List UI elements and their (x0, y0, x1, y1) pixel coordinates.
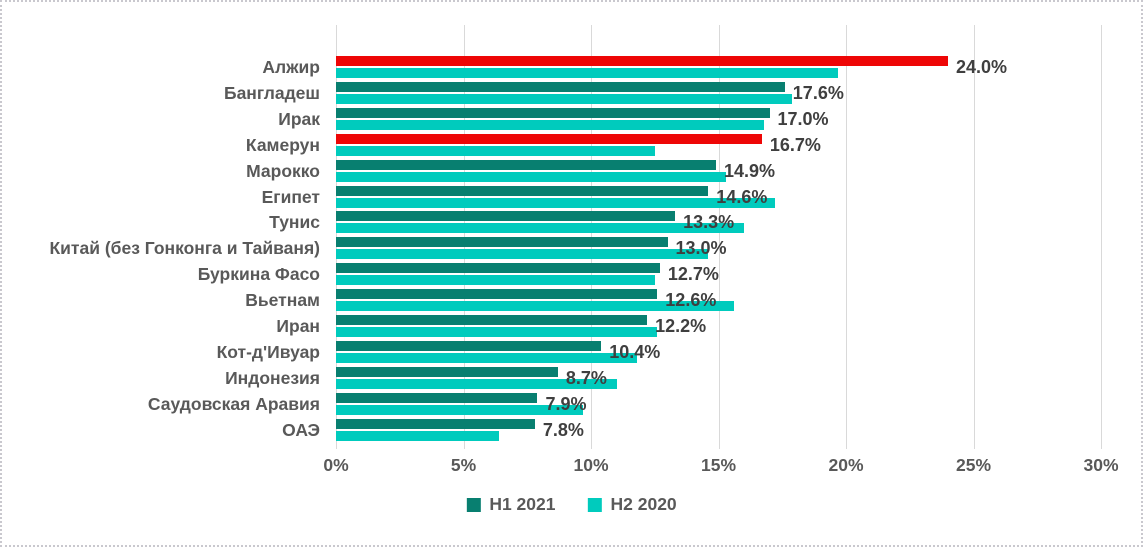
category-label: Камерун (245, 134, 320, 155)
category-label: Буркина Фасо (197, 264, 320, 285)
gridline-20% (846, 25, 847, 449)
data-label: 17.6% (792, 82, 844, 103)
gridline-10% (591, 25, 592, 449)
bar-h2-2020 (336, 68, 839, 78)
bar-h1-2021 (336, 340, 602, 351)
data-label: 12.7% (667, 264, 719, 285)
bar-h1-2021 (336, 133, 762, 144)
chart-legend: H1 2021 H2 2020 (466, 494, 677, 515)
data-label: 14.9% (723, 160, 775, 181)
data-label: 24.0% (956, 57, 1008, 77)
legend-label: H2 2020 (610, 494, 677, 514)
x-axis-tick-label: 20% (828, 455, 864, 475)
data-label: 8.7% (565, 367, 607, 388)
bar-h1-2021 (336, 315, 648, 325)
category-label: Иран (276, 316, 320, 336)
bar-h1-2021 (336, 418, 535, 429)
bar-h1-2021 (336, 56, 948, 66)
bar-h2-2020 (336, 249, 709, 260)
bar-h1-2021 (336, 263, 660, 274)
x-axis-tick-label: 10% (573, 455, 609, 475)
bar-h2-2020 (336, 404, 584, 415)
x-axis-tick-label: 5% (450, 455, 477, 475)
bar-h2-2020 (336, 327, 658, 337)
gridline-0% (336, 25, 337, 449)
data-label: 12.6% (665, 290, 717, 311)
bar-h2-2020 (336, 378, 617, 389)
bar-h2-2020 (336, 145, 655, 156)
bar-h1-2021 (336, 366, 558, 377)
gridline-25% (973, 25, 975, 449)
bar-h1-2021 (336, 289, 658, 300)
category-label: Египет (261, 186, 320, 207)
bar-h1-2021 (336, 237, 668, 248)
data-label: 13.0% (675, 238, 727, 259)
legend-swatch-icon (466, 497, 481, 512)
bar-h2-2020 (336, 119, 765, 130)
category-label: Бангладеш (223, 82, 320, 103)
category-label: ОАЭ (282, 419, 320, 440)
bar-h2-2020 (336, 430, 500, 441)
bar-h1-2021 (336, 392, 538, 403)
data-label: 12.2% (655, 316, 707, 336)
category-label: Тунис (269, 212, 320, 233)
data-label: 10.4% (609, 341, 661, 362)
category-label: Китай (без Гонконга и Тайваня) (49, 238, 320, 259)
bar-h1-2021 (336, 159, 716, 170)
bar-h1-2021 (336, 81, 785, 92)
category-label: Вьетнам (245, 290, 320, 311)
bar-h1-2021 (336, 211, 676, 222)
category-label: Марокко (246, 160, 320, 181)
bar-h2-2020 (336, 223, 744, 234)
data-label: 16.7% (769, 134, 821, 155)
category-label: Индонезия (225, 367, 320, 388)
data-label: 7.9% (545, 393, 587, 414)
category-label: Кот-д'Ивуар (216, 341, 320, 362)
data-label: 14.6% (716, 186, 768, 207)
legend-swatch-icon (587, 497, 602, 512)
bar-h1-2021 (336, 107, 770, 118)
legend-item-h2-2020: H2 2020 (587, 494, 677, 515)
x-axis-tick-label: 25% (955, 455, 992, 475)
gridline-30% (1101, 25, 1102, 449)
bar-h1-2021 (336, 185, 709, 196)
category-label: Алжир (262, 57, 320, 77)
category-label: Ирак (278, 108, 320, 129)
gridline-15% (718, 25, 720, 449)
bar-h2-2020 (336, 197, 775, 208)
data-label: 17.0% (777, 108, 829, 129)
legend-item-h1-2021: H1 2021 (466, 494, 556, 515)
bar-h2-2020 (336, 352, 637, 363)
gridline-5% (463, 25, 465, 449)
data-label: 13.3% (683, 212, 735, 233)
category-label: Саудовская Аравия (147, 393, 320, 414)
legend-label: H1 2021 (489, 494, 556, 514)
data-label: 7.8% (542, 419, 584, 440)
bar-h2-2020 (336, 93, 793, 104)
bar-h2-2020 (336, 275, 655, 286)
bar-h2-2020 (336, 301, 734, 312)
x-axis-tick-label: 15% (700, 455, 737, 475)
x-axis-tick-label: 0% (323, 455, 349, 475)
bar-h2-2020 (336, 171, 727, 182)
x-axis-tick-label: 30% (1083, 455, 1119, 475)
